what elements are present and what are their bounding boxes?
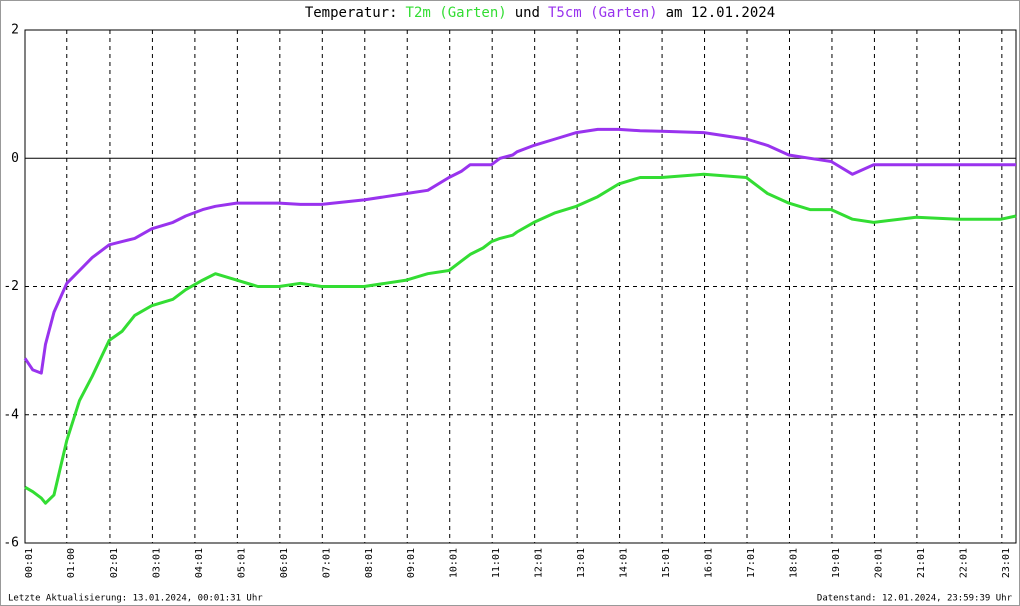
x-tick-label: 22:01: [958, 548, 969, 578]
x-tick-label: 00:01: [24, 548, 35, 578]
y-tick-label: -4: [3, 407, 19, 422]
x-tick-label: 02:01: [109, 548, 120, 578]
x-tick-label: 20:01: [873, 548, 884, 578]
x-tick-label: 21:01: [916, 548, 927, 578]
x-tick-label: 01:00: [66, 548, 77, 578]
x-tick-label: 19:01: [831, 548, 842, 578]
y-tick-label: -2: [3, 279, 19, 294]
x-tick-label: 11:01: [491, 548, 502, 578]
x-tick-label: 04:01: [194, 548, 205, 578]
x-tick-label: 16:01: [704, 548, 715, 578]
x-tick-label: 14:01: [619, 548, 630, 578]
x-tick-label: 18:01: [788, 548, 799, 578]
y-tick-label: 0: [11, 151, 19, 166]
y-tick-label: -6: [3, 536, 19, 551]
x-tick-label: 03:01: [151, 548, 162, 578]
title-part: und: [515, 5, 540, 21]
x-tick-label: 23:01: [1001, 548, 1012, 578]
title-part: T2m (Garten): [406, 5, 507, 21]
x-tick-label: 13:01: [576, 548, 587, 578]
x-tick-label: 12:01: [534, 548, 545, 578]
title-part: am 12.01.2024: [666, 5, 776, 21]
title-part: T5cm (Garten): [548, 5, 658, 21]
footer-left: Letzte Aktualisierung: 13.01.2024, 00:01…: [8, 594, 263, 604]
x-tick-label: 09:01: [406, 548, 417, 578]
x-tick-label: 06:01: [279, 548, 290, 578]
chart-title: Temperatur: T2m (Garten) und T5cm (Garten) a…: [305, 5, 775, 21]
x-tick-label: 17:01: [746, 548, 757, 578]
series-line: [24, 172, 1017, 505]
y-tick-label: 2: [11, 23, 19, 38]
footer-right: Datenstand: 12.01.2024, 23:59:39 Uhr: [817, 594, 1013, 604]
title-part: Temperatur:: [305, 5, 398, 21]
x-tick-label: 15:01: [661, 548, 672, 578]
x-tick-label: 10:01: [449, 548, 460, 578]
series-line: [23, 127, 1016, 375]
x-tick-label: 05:01: [236, 548, 247, 578]
x-tick-label: 08:01: [364, 548, 375, 578]
x-tick-label: 07:01: [321, 548, 332, 578]
